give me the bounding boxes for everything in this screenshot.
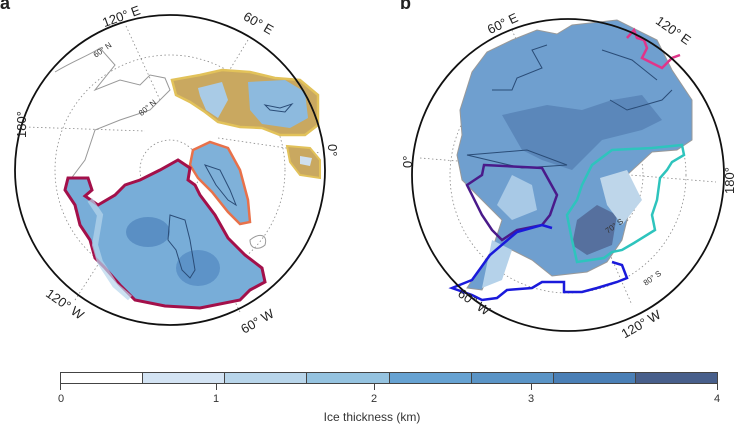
colorbar-bin-2 (225, 373, 308, 383)
northern-hemisphere-map: 120° E 60° E 180° 0° 120° W 60° W 60° N … (14, 2, 340, 337)
colorbar-tick-label: 0 (57, 393, 65, 405)
antarctica-map: 60° E 120° E 0° 180° 60° W 120° W 70° S … (400, 10, 737, 340)
colorbar-bin-0 (61, 373, 144, 383)
lat-label-80n: 80° N (137, 98, 158, 118)
colorbar-tick (531, 384, 532, 390)
antarctic-ice-sheet (456, 19, 693, 291)
lon-label-60w: 60° W (455, 286, 493, 319)
colorbar-tick-label: 4 (713, 393, 721, 405)
ross-sector-outline (565, 143, 686, 264)
colorbar-tick-label: 1 (212, 393, 220, 405)
colorbar-title: Ice thickness (km) (323, 410, 421, 424)
weddell-sector-outline (465, 163, 559, 242)
colorbar-bin-5 (471, 373, 554, 383)
lon-label-120e: 120° E (100, 2, 142, 30)
lon-label-180: 180° (14, 111, 29, 138)
lon-label-120e: 120° E (653, 13, 694, 48)
colorbar-tick (60, 384, 61, 390)
lat-label-60n: 60° N (92, 40, 114, 59)
colorbar-tick (216, 384, 217, 390)
colorbar-tick-label: 3 (527, 393, 535, 405)
lon-label-60w: 60° W (238, 306, 277, 337)
lon-label-0: 0° (400, 156, 415, 168)
coastline (54, 47, 267, 249)
panel-a-label: a (0, 0, 11, 13)
amundsen-sector-outline (448, 223, 629, 302)
lon-label-60e: 60° E (241, 9, 276, 38)
greenland-ice-sheet (188, 140, 252, 226)
lon-label-0: 0° (325, 144, 340, 156)
north-american-ice-sheet (63, 158, 267, 310)
colorbar-bin-6 (553, 373, 636, 383)
panel-b-label: b (400, 0, 411, 13)
colorbar-tick (374, 384, 375, 390)
colorbar-tick-label: 2 (370, 393, 378, 405)
lat-label-80s: 80° S (642, 269, 663, 288)
map-boundary-circle (411, 18, 725, 332)
colorbar-bin-4 (389, 373, 472, 383)
colorbar (60, 372, 718, 384)
colorbar-bin-3 (307, 373, 390, 383)
lon-label-120w: 120° W (43, 286, 87, 323)
colorbar-bin-7 (635, 373, 717, 383)
colorbar-bin-1 (143, 373, 226, 383)
lon-label-120w: 120° W (619, 307, 664, 340)
eurasian-ice-sheet (170, 68, 321, 180)
colorbar-tick (717, 384, 718, 390)
map-boundary-circle (14, 14, 326, 326)
lon-label-180: 180° (722, 167, 737, 194)
